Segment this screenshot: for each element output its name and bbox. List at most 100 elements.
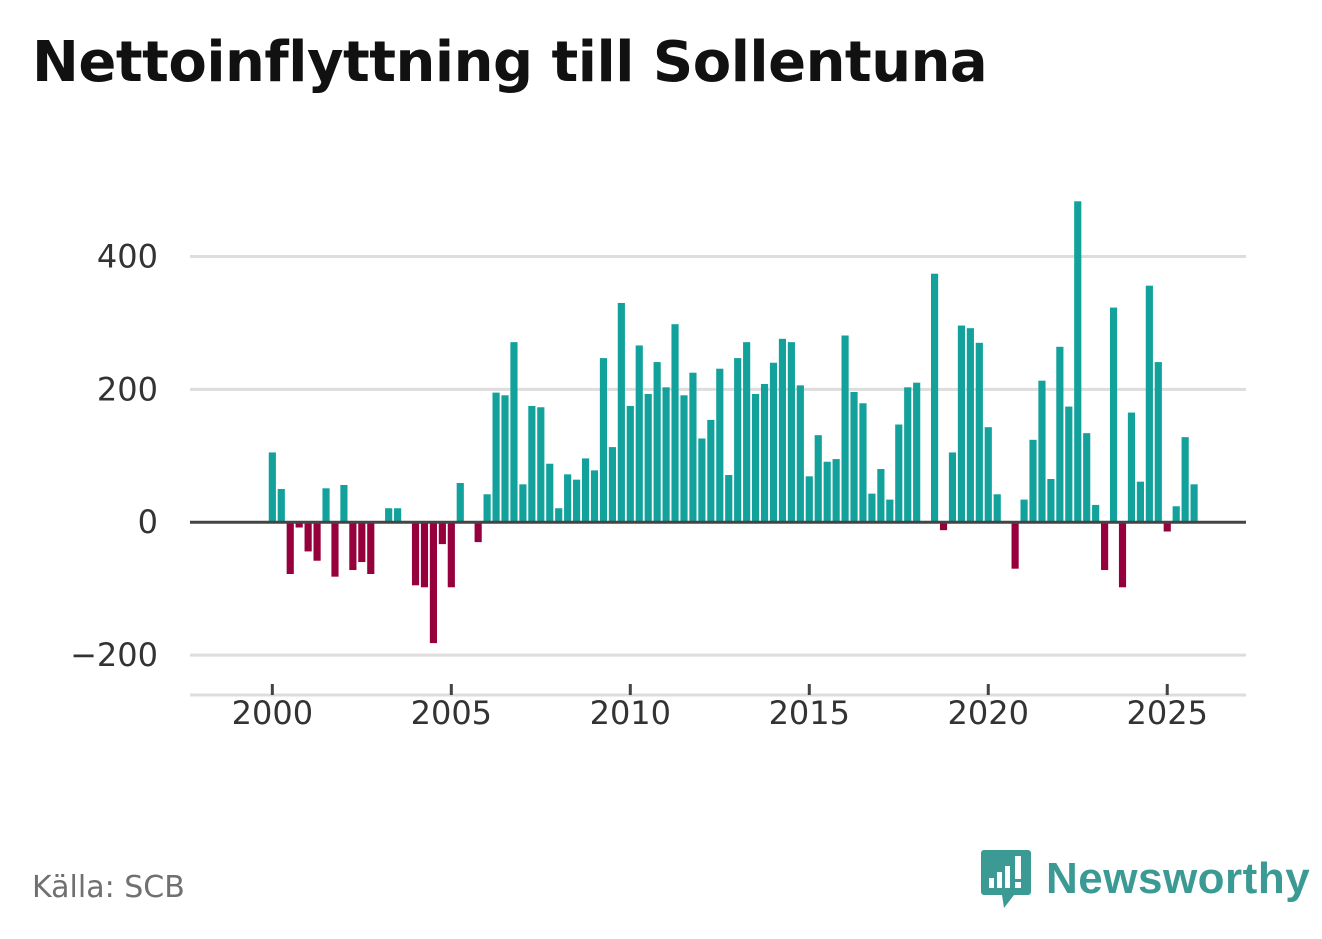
x-tick-label: 2000: [232, 694, 313, 732]
bar: [841, 335, 849, 523]
bar: [519, 484, 527, 523]
bar: [286, 522, 294, 575]
bar: [608, 447, 616, 523]
bar: [662, 387, 670, 523]
bar: [814, 435, 822, 523]
bar: [1190, 484, 1198, 523]
bar: [707, 419, 715, 523]
bar: [769, 362, 778, 523]
bar: [635, 345, 643, 523]
bar: [1065, 406, 1073, 523]
bar: [295, 522, 303, 528]
bar: [895, 424, 903, 523]
bar: [778, 338, 787, 523]
bar: [1056, 346, 1064, 523]
bar: [429, 522, 437, 644]
bar: [877, 469, 885, 523]
bar: [483, 494, 491, 523]
bar: [510, 342, 518, 523]
bar: [590, 470, 599, 523]
bar: [626, 405, 634, 523]
bar: [752, 393, 760, 523]
bar: [564, 474, 572, 523]
bar: [322, 488, 330, 523]
bar: [1029, 439, 1037, 523]
bar: [555, 508, 563, 523]
bar: [1020, 499, 1028, 523]
bar: [859, 403, 867, 523]
bar: [957, 325, 965, 523]
bar: [268, 452, 276, 523]
bar: [1181, 437, 1189, 523]
bar: [349, 522, 357, 571]
bar: [734, 358, 742, 523]
bar: [277, 488, 285, 523]
bar: [644, 393, 652, 523]
bar: [1092, 504, 1100, 523]
bar: [832, 459, 840, 523]
newsworthy-logo[interactable]: Newsworthy: [980, 848, 1310, 910]
bar: [447, 522, 455, 588]
bar: [913, 382, 921, 523]
x-tick-label: 2020: [948, 694, 1029, 732]
bar: [886, 499, 894, 523]
bar: [313, 522, 321, 561]
bar: [573, 479, 581, 523]
bar: [1118, 522, 1127, 588]
bar: [796, 385, 804, 523]
chart-title: Nettoinflyttning till Sollentuna: [32, 30, 988, 95]
bar: [716, 368, 724, 523]
x-tick-label: 2010: [590, 694, 671, 732]
bar: [975, 342, 983, 523]
bar: [394, 508, 402, 523]
bar: [617, 302, 625, 523]
bar: [1163, 522, 1171, 532]
bar: [331, 522, 339, 577]
bar: [984, 427, 992, 523]
bar: [1109, 307, 1118, 523]
brand-name: Newsworthy: [1046, 854, 1311, 903]
bar: [680, 395, 688, 523]
bar: [698, 438, 706, 523]
bar: [939, 522, 948, 531]
y-tick-label: 400: [97, 237, 158, 275]
bar: [411, 522, 420, 586]
bar: [1154, 362, 1162, 523]
bar: [420, 522, 429, 588]
source-label: Källa: SCB: [32, 870, 185, 905]
bar: [367, 522, 375, 575]
x-tick-label: 2005: [411, 694, 492, 732]
bar: [358, 522, 366, 563]
bar: [438, 522, 446, 545]
bar: [904, 387, 912, 523]
bar: [743, 342, 751, 523]
bar: [1127, 412, 1136, 523]
newsworthy-logo-icon: [981, 850, 1031, 908]
bar: [993, 494, 1001, 523]
bar: [689, 372, 697, 523]
bar: [581, 458, 590, 523]
y-tick-label: 200: [97, 370, 158, 408]
bar: [1038, 380, 1046, 523]
bars: [268, 201, 1198, 644]
bar: [546, 463, 554, 523]
bar: [528, 405, 536, 523]
bar: [760, 384, 769, 523]
bar: [1136, 481, 1144, 523]
bar: [537, 407, 545, 523]
y-tick-label: 0: [138, 503, 158, 541]
bar: [787, 342, 795, 523]
bar: [501, 395, 509, 523]
bar: [1011, 522, 1019, 569]
bar: [1083, 433, 1091, 523]
bar: [1101, 522, 1109, 571]
bar: [1074, 201, 1082, 523]
bar: [1047, 479, 1055, 523]
x-tick-label: 2025: [1127, 694, 1208, 732]
bar: [304, 522, 312, 552]
bar: [653, 362, 661, 523]
bar: [1172, 506, 1180, 523]
y-tick-label: −200: [70, 636, 158, 674]
